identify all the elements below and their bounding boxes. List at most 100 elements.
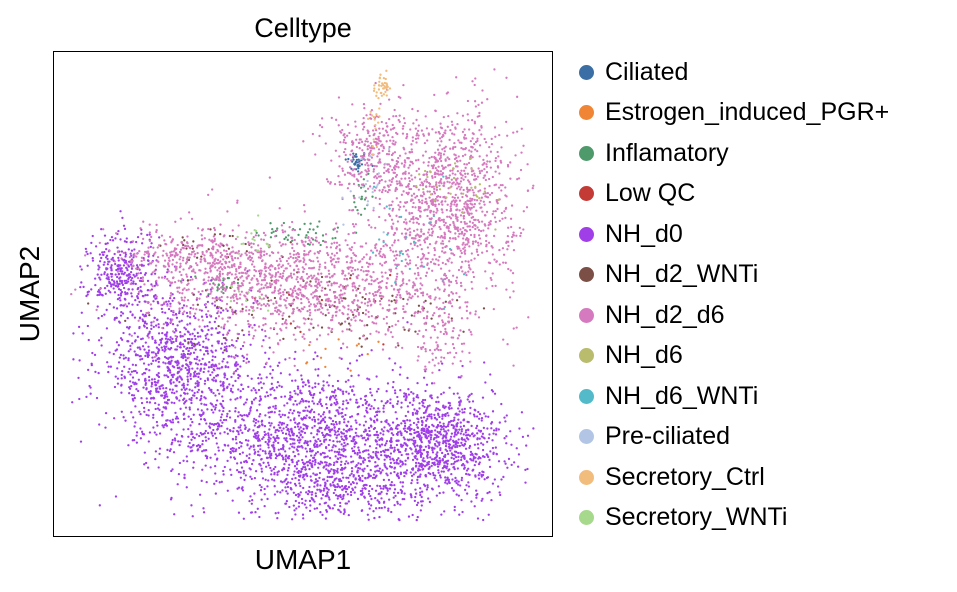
scatter-point <box>398 114 401 117</box>
scatter-point <box>526 467 529 471</box>
scatter-point <box>452 462 455 465</box>
scatter-point <box>480 475 483 478</box>
scatter-point <box>188 322 192 325</box>
scatter-point <box>221 449 225 452</box>
scatter-point <box>178 310 181 313</box>
scatter-point <box>416 245 419 248</box>
scatter-point <box>463 467 466 470</box>
scatter-point <box>175 316 179 319</box>
scatter-point <box>471 173 474 177</box>
scatter-point <box>255 231 258 234</box>
scatter-point <box>228 416 232 419</box>
scatter-point <box>419 310 422 314</box>
scatter-point <box>155 390 158 393</box>
scatter-point <box>467 260 470 263</box>
scatter-point <box>436 462 439 466</box>
scatter-point <box>91 351 94 355</box>
scatter-point <box>263 504 266 508</box>
scatter-point <box>332 472 336 475</box>
scatter-point <box>485 163 488 166</box>
scatter-point <box>237 373 240 377</box>
scatter-point <box>148 431 152 434</box>
scatter-point <box>165 374 168 377</box>
scatter-point <box>478 437 481 440</box>
scatter-point <box>135 441 139 444</box>
scatter-point <box>181 343 185 346</box>
scatter-point <box>468 220 472 223</box>
scatter-point <box>401 485 404 488</box>
scatter-point <box>473 83 476 87</box>
scatter-point <box>324 482 327 485</box>
scatter-point <box>485 250 489 253</box>
scatter-point <box>198 422 201 426</box>
scatter-point <box>378 215 381 219</box>
scatter-point <box>459 432 462 435</box>
scatter-point <box>352 385 355 388</box>
scatter-point <box>412 442 415 445</box>
scatter-point <box>148 313 151 317</box>
scatter-point <box>367 172 370 175</box>
scatter-point <box>313 507 316 510</box>
scatter-point <box>439 448 442 452</box>
scatter-point <box>441 437 444 440</box>
scatter-point <box>363 458 367 461</box>
scatter-point <box>459 281 463 284</box>
scatter-point <box>349 493 353 497</box>
scatter-point <box>351 460 355 463</box>
scatter-point <box>455 460 459 463</box>
scatter-point <box>107 278 111 281</box>
scatter-point <box>475 427 478 430</box>
scatter-point <box>504 462 507 465</box>
scatter-point <box>289 391 292 394</box>
scatter-point <box>188 388 191 391</box>
scatter-point <box>114 495 118 498</box>
scatter-point <box>498 134 501 137</box>
scatter-point <box>244 242 247 246</box>
scatter-point <box>240 487 243 490</box>
scatter-point <box>454 445 457 449</box>
scatter-point <box>435 459 438 462</box>
scatter-point <box>489 166 492 169</box>
scatter-point <box>404 227 407 231</box>
scatter-point <box>359 478 362 481</box>
scatter-point <box>323 428 327 431</box>
scatter-point <box>491 482 495 485</box>
scatter-point <box>133 316 137 319</box>
scatter-point <box>147 408 150 412</box>
scatter-point <box>409 423 412 427</box>
scatter-point <box>139 309 143 313</box>
scatter-point <box>421 500 424 503</box>
scatter-point <box>126 340 129 343</box>
scatter-point <box>464 175 467 179</box>
scatter-point <box>463 136 466 139</box>
scatter-point <box>229 306 232 309</box>
scatter-point <box>193 391 196 395</box>
scatter-point <box>200 479 203 482</box>
scatter-point <box>250 511 254 514</box>
scatter-point <box>329 484 332 487</box>
scatter-point <box>174 417 178 420</box>
scatter-point <box>274 429 277 432</box>
scatter-point <box>309 504 312 507</box>
scatter-point <box>375 375 378 378</box>
scatter-point <box>170 373 173 377</box>
scatter-point <box>383 500 386 503</box>
scatter-point <box>496 207 499 211</box>
scatter-point <box>446 482 449 485</box>
scatter-point <box>470 392 473 396</box>
scatter-point <box>191 394 195 397</box>
scatter-point <box>339 456 342 459</box>
scatter-point <box>405 396 408 399</box>
scatter-point <box>266 497 269 501</box>
scatter-point <box>355 401 359 404</box>
scatter-point <box>207 386 211 390</box>
scatter-point <box>418 491 422 494</box>
scatter-point <box>355 482 359 485</box>
scatter-point <box>200 394 203 398</box>
scatter-point <box>223 349 226 352</box>
scatter-point <box>328 434 331 437</box>
scatter-point <box>404 399 407 402</box>
scatter-point <box>298 441 301 444</box>
scatter-point <box>389 444 393 447</box>
scatter-point <box>336 430 340 433</box>
